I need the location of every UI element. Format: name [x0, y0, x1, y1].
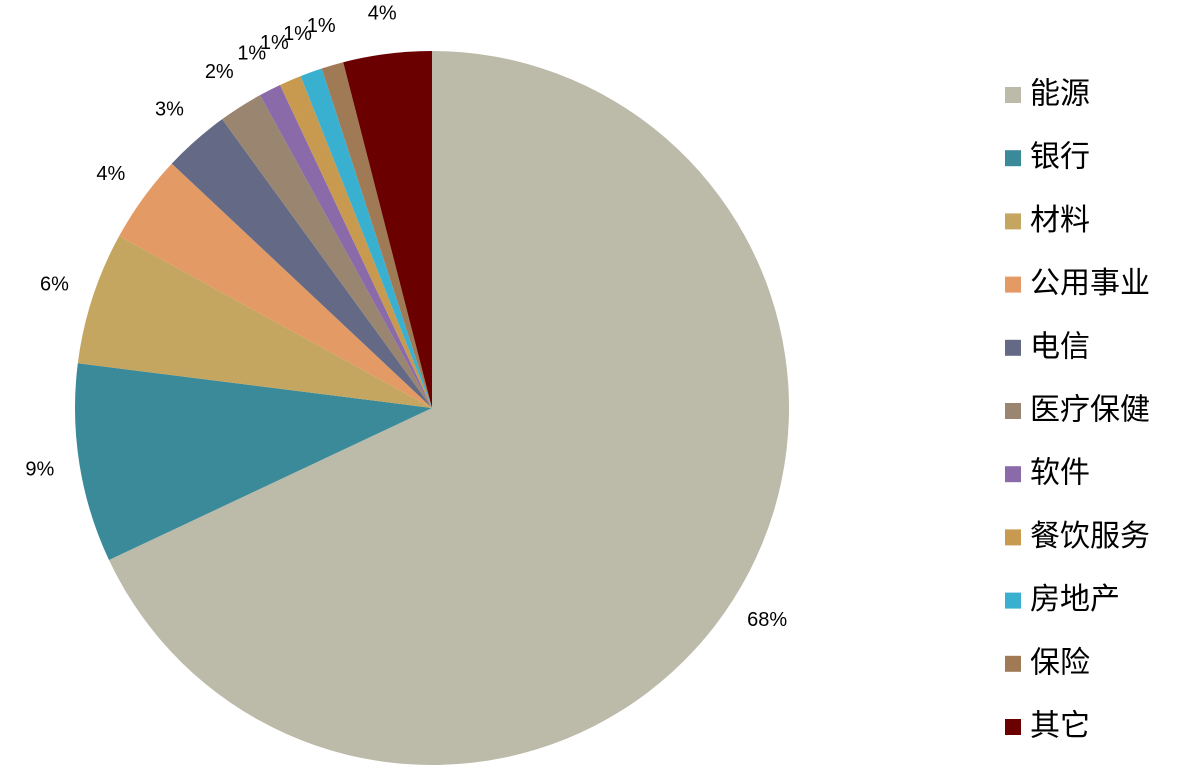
data-label: 3%: [155, 98, 184, 120]
data-label: 1%: [237, 43, 266, 65]
legend-swatch: [1005, 339, 1021, 356]
data-label: 1%: [283, 23, 312, 45]
data-label: 2%: [205, 61, 234, 83]
legend-swatch: [1005, 466, 1021, 483]
legend-label: 餐饮服务: [1030, 519, 1150, 554]
pie-slice: [119, 163, 433, 408]
data-label: 9%: [25, 458, 54, 480]
legend-label: 材料: [1030, 203, 1090, 238]
legend-label: 公用事业: [1030, 266, 1150, 301]
legend-label: 其它: [1030, 709, 1090, 744]
legend-label: 银行: [1030, 140, 1090, 175]
legend-swatch: [1005, 276, 1021, 293]
pie-slice: [77, 236, 432, 408]
data-label: 6%: [40, 274, 69, 296]
legend-label: 房地产: [1030, 582, 1120, 617]
pie-slice: [222, 95, 432, 409]
pie-slice: [74, 363, 432, 561]
data-label: 4%: [96, 163, 125, 185]
data-label: 68%: [747, 609, 787, 631]
legend-swatch: [1005, 592, 1021, 609]
data-label: 4%: [368, 2, 397, 24]
legend-swatch: [1005, 655, 1021, 672]
legend-swatch: [1005, 529, 1021, 546]
legend-label: 保险: [1030, 645, 1090, 680]
legend-swatch: [1005, 719, 1021, 735]
legend-swatch: [1005, 213, 1021, 230]
pie-slice: [343, 51, 432, 408]
legend-label: 电信: [1030, 329, 1090, 364]
pie-slice: [171, 119, 433, 408]
pie-slice: [300, 68, 432, 408]
legend-label: 能源: [1030, 77, 1090, 112]
pie-slice: [321, 62, 432, 408]
data-label: 1%: [307, 15, 336, 37]
pie-slice: [108, 51, 789, 766]
legend-label: 医疗保健: [1030, 393, 1150, 428]
legend-swatch: [1005, 150, 1021, 167]
legend-swatch: [1005, 87, 1021, 103]
pie-slice: [260, 84, 432, 408]
pie-slice: [279, 76, 432, 408]
legend-swatch: [1005, 403, 1021, 419]
legend-label: 软件: [1030, 456, 1090, 491]
data-label: 1%: [260, 32, 289, 54]
